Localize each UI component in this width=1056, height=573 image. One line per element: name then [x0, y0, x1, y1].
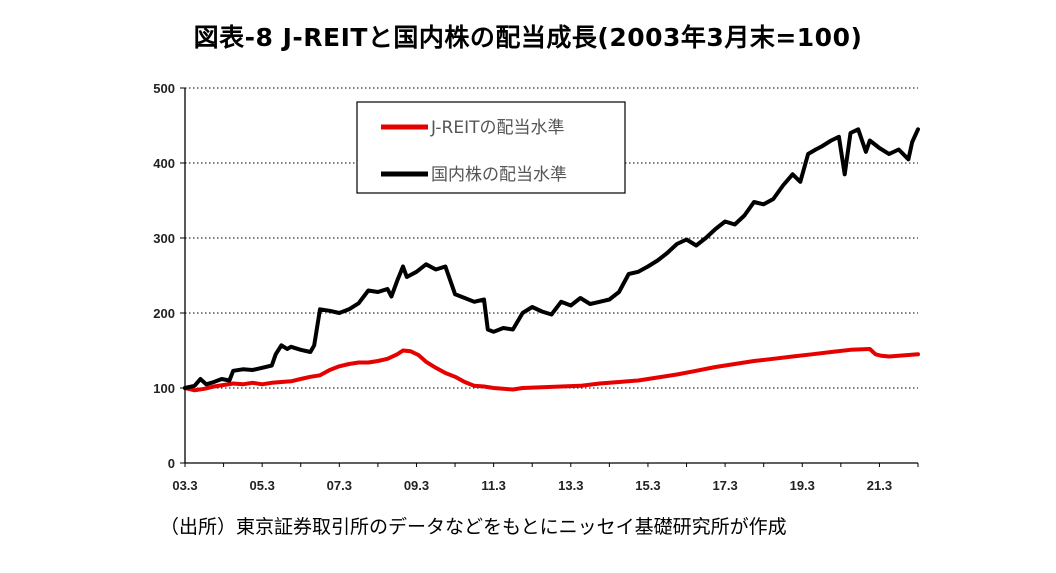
legend-label-domestic-stocks: 国内株の配当水準	[431, 165, 567, 185]
y-tick-label: 0	[168, 456, 175, 471]
x-tick-label: 05.3	[250, 478, 275, 493]
x-tick-label: 09.3	[404, 478, 429, 493]
series-line-domestic-stocks	[183, 127, 920, 390]
y-tick-label: 100	[153, 381, 175, 396]
y-tick-label: 400	[153, 156, 175, 171]
x-tick-label: 21.3	[867, 478, 892, 493]
y-tick-label: 200	[153, 306, 175, 321]
y-tick-label: 500	[153, 81, 175, 96]
x-tick-label: 07.3	[327, 478, 352, 493]
legend-box	[356, 101, 626, 194]
source-note: （出所）東京証券取引所のデータなどをもとにニッセイ基礎研究所が作成	[160, 516, 787, 538]
x-tick-label: 15.3	[635, 478, 660, 493]
legend-label-jreit: J-REITの配当水準	[430, 118, 565, 138]
series-lines	[183, 127, 920, 393]
x-tick-label: 11.3	[481, 478, 506, 493]
y-tick-label: 300	[153, 231, 175, 246]
x-tick-label: 13.3	[558, 478, 583, 493]
axes: 0 100 200 300 400 500 03.3 05.3 07.3 09.3 11.3 13.3…	[153, 81, 919, 493]
chart-title: 図表-8 J-REITと国内株の配当成長(2003年3月末=100)	[193, 23, 863, 52]
legend: J-REITの配当水準 国内株の配当水準	[356, 101, 626, 194]
x-tick-label: 19.3	[790, 478, 815, 493]
x-tick-label: 03.3	[172, 478, 197, 493]
x-tick-label: 17.3	[712, 478, 737, 493]
series-line-jreit	[183, 347, 920, 393]
